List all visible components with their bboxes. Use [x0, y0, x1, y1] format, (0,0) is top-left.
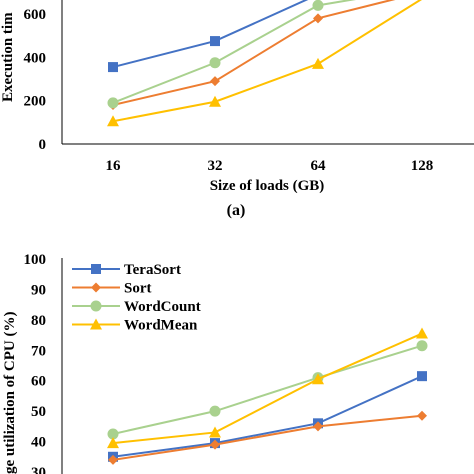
series-line: [112, 0, 396, 106]
chart-b-ytick-label: 70: [31, 343, 46, 359]
chart-b-ytick-label: 40: [31, 435, 46, 451]
legend-item-sort: Sort: [72, 281, 152, 297]
chart-b-ytick-label: 90: [31, 282, 46, 298]
legend-swatch-marker: [91, 282, 101, 293]
chart-a-series-wordmean: [107, 0, 423, 127]
chart-b-series-sort: [108, 410, 427, 465]
chart-a-xtick-label: 16: [106, 158, 122, 174]
chart-a-series-sort: [108, 0, 396, 110]
chart-b-ytick-label: 80: [31, 313, 46, 329]
chart-a-ylabel: Execution tim: [0, 12, 16, 102]
data-point: [107, 437, 119, 449]
chart-a-xlabel: Size of loads (GB): [210, 178, 325, 194]
data-point: [312, 57, 324, 69]
data-point: [209, 95, 221, 107]
chart-b-ylabel: ge utilization of CPU (%): [2, 312, 18, 474]
chart-b-series-wordcount: [107, 340, 428, 440]
chart-a: Execution tim 0 200 400 600 16 32 64 128 Size …: [0, 0, 474, 219]
data-point: [210, 76, 220, 87]
chart-a-ytick-label: 400: [24, 50, 47, 66]
data-point: [416, 340, 428, 352]
data-point: [417, 410, 427, 421]
data-point: [108, 454, 118, 465]
legend-label: Sort: [124, 281, 152, 297]
legend-swatch-marker: [90, 318, 102, 330]
data-point: [417, 371, 427, 382]
legend-swatch-marker: [91, 264, 101, 274]
chart-a-xtick-label: 64: [311, 158, 327, 174]
data-point: [209, 405, 221, 417]
legend-label: WordMean: [124, 318, 198, 334]
chart-b-ytick-label: 60: [31, 374, 46, 390]
chart-b-series-wordmean: [107, 327, 428, 449]
chart-a-ytick-label: 200: [24, 94, 47, 110]
series-line: [112, 0, 357, 104]
legend-item-wordcount: WordCount: [72, 299, 201, 315]
chart-a-series-terasort: [108, 0, 309, 73]
series-line: [112, 375, 423, 458]
series-line: [112, 0, 423, 123]
legend-item-terasort: TeraSort: [72, 262, 181, 278]
data-point: [312, 0, 324, 11]
data-point: [313, 421, 323, 432]
legend-swatch-marker: [90, 300, 102, 312]
chart-b-legend: TeraSort Sort WordCount WordMean: [72, 262, 201, 334]
data-point: [312, 373, 324, 385]
data-point: [209, 426, 221, 438]
data-point: [210, 36, 220, 47]
legend-label: TeraSort: [124, 262, 181, 278]
data-point: [210, 439, 220, 450]
data-point: [209, 57, 221, 69]
chart-a-xtick-label: 128: [411, 158, 434, 174]
chart-b-series-terasort: [108, 371, 427, 462]
chart-a-ytick-label: 600: [24, 7, 47, 23]
chart-a-series-wordcount: [107, 0, 357, 109]
data-point: [107, 97, 119, 109]
chart-b: ge utilization of CPU (%) 30 40 50 60 70 80 90…: [2, 252, 428, 474]
data-point: [107, 428, 119, 440]
chart-b-ytick-label: 100: [24, 252, 47, 268]
legend-item-wordmean: WordMean: [72, 318, 198, 334]
chart-b-ytick-label: 50: [31, 404, 46, 420]
chart-b-ytick-label: 30: [31, 465, 46, 474]
series-line: [112, 332, 423, 445]
data-point: [108, 62, 118, 73]
chart-a-ytick-label: 0: [39, 137, 47, 153]
data-point: [313, 13, 323, 24]
chart-a-caption: (a): [227, 202, 246, 219]
data-point: [107, 115, 119, 127]
data-point: [416, 327, 428, 339]
series-line: [112, 0, 309, 69]
series-line: [112, 414, 423, 461]
legend-label: WordCount: [124, 299, 201, 315]
chart-a-xtick-label: 32: [208, 158, 223, 174]
series-line: [112, 344, 423, 435]
